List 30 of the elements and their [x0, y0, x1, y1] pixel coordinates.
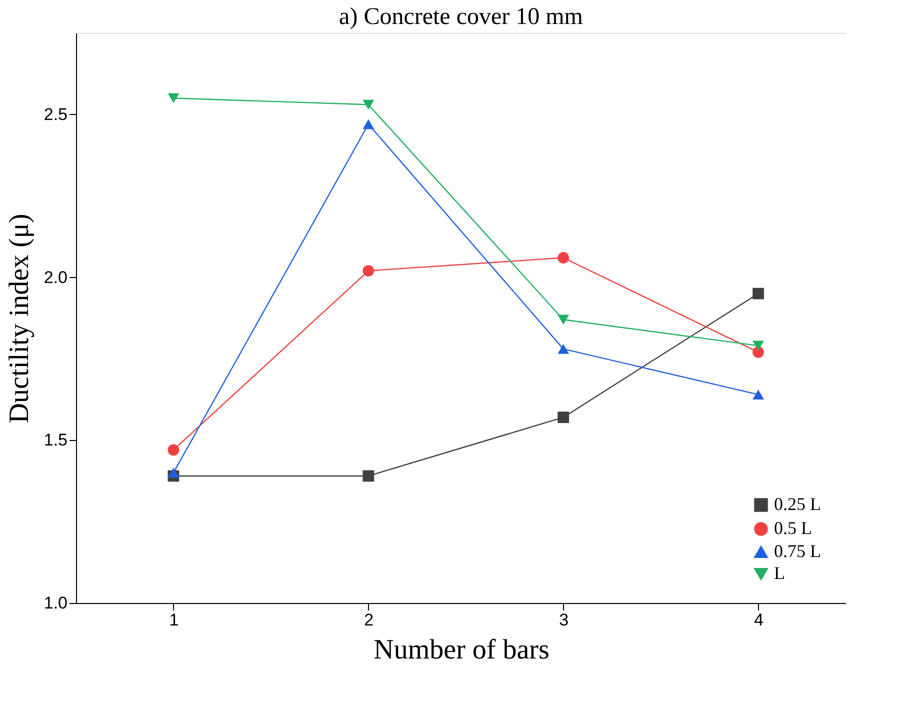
y-tick-label: 1.5 [44, 430, 68, 450]
point [168, 468, 180, 478]
point [558, 412, 570, 424]
point [168, 93, 180, 104]
x-axis-title: Number of bars [374, 634, 550, 666]
point [362, 470, 374, 482]
point [752, 346, 764, 358]
chart-title: a) Concrete cover 10 mm [339, 4, 584, 30]
y-tick-label: 2.0 [44, 268, 68, 287]
legend-label: 0.5 L [774, 518, 812, 538]
point [752, 288, 764, 300]
point [558, 344, 570, 354]
x-tick-label: 1 [169, 610, 179, 630]
legend-label: 0.25 L [774, 494, 821, 514]
y-tick-label: 1.0 [44, 594, 68, 612]
x-tick-label: 3 [559, 610, 569, 630]
y-tick-label: 2.5 [44, 104, 68, 124]
x-tick-label: 4 [754, 610, 764, 630]
point [168, 444, 180, 456]
point [558, 314, 570, 325]
point [752, 340, 764, 351]
point [558, 252, 570, 264]
point [362, 119, 374, 130]
legend-label: 0.75 L [774, 541, 821, 561]
x-tick-label: 2 [364, 610, 374, 630]
legend-label: L [774, 563, 785, 583]
point [752, 390, 764, 400]
y-axis-title: Ductility index (μ) [4, 214, 35, 424]
point [362, 265, 374, 276]
point [362, 100, 374, 110]
